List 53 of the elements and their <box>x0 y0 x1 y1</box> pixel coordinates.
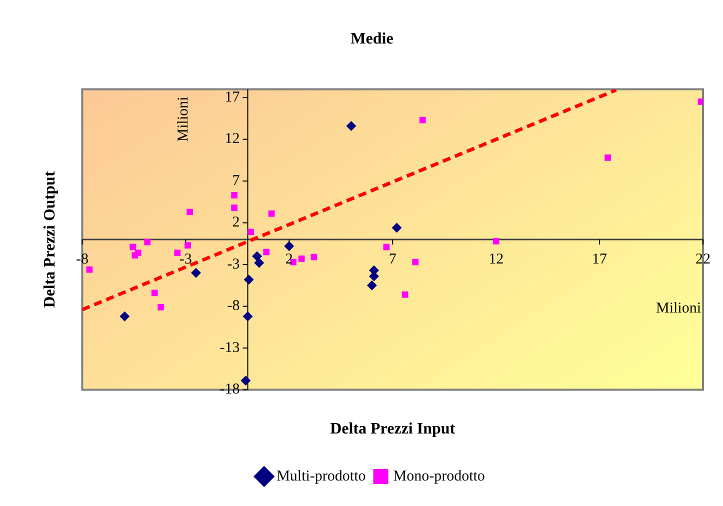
y-tick-label: -13 <box>220 340 240 356</box>
x-tick-label: 7 <box>388 251 397 268</box>
point <box>402 291 408 298</box>
point <box>298 256 305 262</box>
x-tick-label: 17 <box>592 251 608 268</box>
y-axis-title: Delta Prezzi Output <box>42 170 59 308</box>
point <box>366 280 377 290</box>
y-tick-label: 17 <box>224 89 240 106</box>
point <box>383 244 390 250</box>
point <box>231 204 238 211</box>
point <box>604 154 611 161</box>
y-tick-label: 12 <box>224 131 240 148</box>
x-tick-label: 22 <box>696 251 710 268</box>
x-tick-label: 2 <box>285 251 293 268</box>
point <box>134 250 142 256</box>
point <box>144 238 151 246</box>
point <box>492 238 500 244</box>
point <box>184 242 191 249</box>
y-tick-label: -8 <box>227 298 240 314</box>
y-tick-label: 2 <box>232 214 240 231</box>
point <box>284 241 294 252</box>
point <box>120 311 130 322</box>
y-tick-label: -18 <box>220 382 240 398</box>
point <box>151 290 158 296</box>
point <box>248 228 254 236</box>
point <box>130 244 136 250</box>
x-axis-title: Delta Prezzi Input <box>330 420 456 438</box>
point <box>392 222 402 233</box>
x-tick-label: -8 <box>76 251 88 268</box>
point <box>242 311 253 322</box>
point <box>186 208 193 216</box>
point <box>254 258 264 268</box>
chart-title: Medie <box>350 30 394 48</box>
x-tick-label: -3 <box>179 251 192 268</box>
annotation: Milioni <box>176 96 192 142</box>
point <box>412 258 419 266</box>
point <box>252 251 262 262</box>
point <box>174 250 181 256</box>
legend-label: Mono-prodotto <box>393 468 485 484</box>
point <box>191 268 202 278</box>
point <box>231 192 238 198</box>
y-tick-label: 7 <box>232 172 240 189</box>
point <box>244 274 254 285</box>
point <box>698 98 703 105</box>
annotation: Milioni <box>656 300 701 316</box>
point <box>263 248 270 256</box>
point <box>158 304 164 310</box>
point <box>419 116 426 124</box>
legend-label: Multi-prodotto <box>276 468 366 484</box>
x-tick-label: 12 <box>488 251 504 268</box>
point <box>346 120 356 131</box>
point <box>268 210 275 217</box>
point <box>240 376 251 386</box>
